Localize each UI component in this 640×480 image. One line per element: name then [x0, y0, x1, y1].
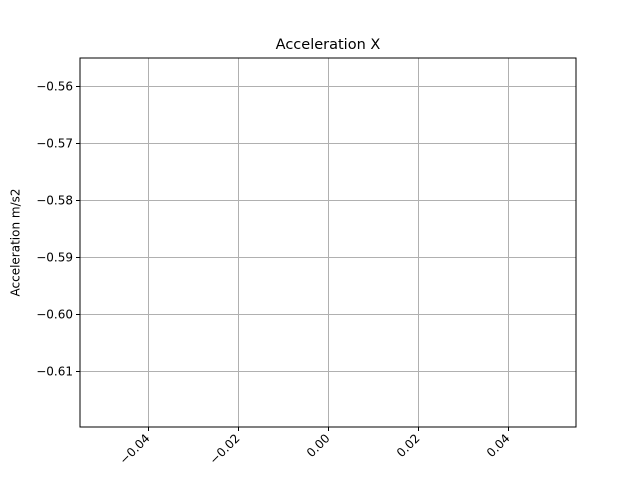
y-tick-label: −0.57 — [36, 137, 73, 151]
y-tick-label: −0.60 — [36, 308, 73, 322]
y-tick-label: −0.56 — [36, 80, 73, 94]
chart-title: Acceleration X — [276, 37, 381, 53]
y-tick-label: −0.61 — [36, 365, 73, 379]
y-axis-ticks: −0.56 −0.57 −0.58 −0.59 −0.60 −0.61 — [36, 80, 80, 379]
y-tick-label: −0.59 — [36, 251, 73, 265]
y-axis-label: Acceleration m/s2 — [9, 189, 23, 297]
grid-layer — [80, 58, 576, 427]
y-tick-label: −0.58 — [36, 194, 73, 208]
